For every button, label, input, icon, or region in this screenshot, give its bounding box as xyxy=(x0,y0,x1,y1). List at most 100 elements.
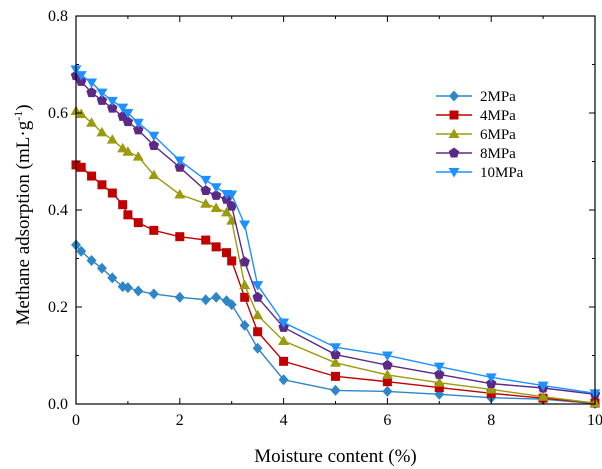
series-6MPa xyxy=(70,105,601,408)
data-point-8MPa xyxy=(252,291,263,302)
data-point-4MPa xyxy=(240,292,250,302)
y-axis-title: Methane adsorption (mL·g-1) xyxy=(11,104,34,325)
data-point-10MPa xyxy=(200,175,212,186)
data-point-4MPa xyxy=(175,232,185,242)
data-point-2MPa xyxy=(278,374,289,386)
data-point-2MPa xyxy=(148,288,159,300)
data-point-10MPa xyxy=(537,381,549,392)
data-point-10MPa xyxy=(174,156,186,167)
data-point-6MPa xyxy=(210,202,222,213)
legend-marker xyxy=(449,110,459,120)
y-axis-title-superscript: -1 xyxy=(11,111,25,121)
x-tick-label: 8 xyxy=(487,412,495,429)
data-point-8MPa xyxy=(485,378,497,389)
data-point-8MPa xyxy=(148,140,160,150)
data-point-2MPa xyxy=(382,385,393,397)
data-point-10MPa xyxy=(96,88,108,99)
legend-item-10MPa: 10MPa xyxy=(436,165,524,181)
data-point-8MPa xyxy=(75,75,87,86)
data-point-2MPa xyxy=(226,299,237,311)
legend: 2MPa 4MPa 6MPa 8MPa 10MPa xyxy=(436,89,524,181)
data-point-6MPa xyxy=(433,377,445,387)
data-point-10MPa xyxy=(278,318,290,329)
data-point-2MPa xyxy=(107,272,118,284)
data-point-6MPa xyxy=(278,335,290,345)
data-point-8MPa xyxy=(226,200,237,211)
data-point-10MPa xyxy=(485,373,497,383)
data-point-6MPa xyxy=(239,279,251,290)
data-point-6MPa xyxy=(148,169,160,180)
data-point-6MPa xyxy=(221,206,233,217)
axes-layer: 0 2 4 6 8 10 0.0 0.2 0.4 0.6 0.8 xyxy=(48,8,602,429)
data-point-2MPa xyxy=(133,285,144,297)
data-point-8MPa xyxy=(122,116,134,127)
x-tick-label: 4 xyxy=(280,412,288,429)
data-point-6MPa xyxy=(226,215,238,225)
data-point-2MPa xyxy=(239,319,250,331)
data-point-4MPa xyxy=(97,180,107,190)
x-tick-label: 2 xyxy=(176,412,184,429)
data-point-2MPa xyxy=(174,291,185,303)
data-point-6MPa xyxy=(106,134,118,144)
legend-item-4MPa: 4MPa xyxy=(436,108,516,124)
data-point-6MPa xyxy=(381,369,393,379)
data-point-10MPa xyxy=(381,351,393,361)
data-point-2MPa xyxy=(211,291,222,303)
series-10MPa xyxy=(70,65,601,399)
y-tick-label: 0.0 xyxy=(48,396,68,413)
data-point-6MPa xyxy=(330,357,341,367)
data-point-8MPa xyxy=(434,368,445,379)
data-point-10MPa xyxy=(86,78,98,88)
series-4MPa xyxy=(71,160,600,408)
data-point-4MPa xyxy=(382,377,392,387)
data-point-6MPa xyxy=(252,309,264,320)
data-point-6MPa xyxy=(200,198,212,208)
data-point-10MPa xyxy=(75,71,87,81)
data-point-8MPa xyxy=(174,161,186,172)
data-point-4MPa xyxy=(201,235,211,245)
data-point-10MPa xyxy=(148,131,160,142)
data-point-8MPa xyxy=(96,94,108,105)
series-2MPa xyxy=(71,239,600,410)
data-point-4MPa xyxy=(76,162,86,172)
data-point-10MPa xyxy=(433,362,445,373)
data-point-10MPa xyxy=(117,103,129,114)
legend-label: 8MPa xyxy=(480,146,516,162)
legend-item-6MPa: 6MPa xyxy=(436,127,516,143)
legend-label: 6MPa xyxy=(480,127,516,143)
data-point-8MPa xyxy=(133,124,144,135)
legend-marker xyxy=(448,168,460,178)
x-tick-label: 10 xyxy=(587,412,602,429)
legend-marker xyxy=(449,90,459,102)
data-point-10MPa xyxy=(226,190,238,200)
data-point-8MPa xyxy=(200,185,211,196)
data-point-4MPa xyxy=(434,383,444,393)
data-point-4MPa xyxy=(107,188,117,198)
data-point-6MPa xyxy=(117,142,129,153)
data-point-4MPa xyxy=(123,210,133,220)
x-tick-label: 0 xyxy=(72,412,80,429)
data-point-8MPa xyxy=(86,87,97,98)
data-point-10MPa xyxy=(239,220,251,231)
data-point-2MPa xyxy=(330,384,341,396)
data-point-4MPa xyxy=(149,225,159,235)
legend-item-2MPa: 2MPa xyxy=(436,89,516,105)
data-point-2MPa xyxy=(122,282,133,294)
data-point-8MPa xyxy=(382,359,393,370)
data-point-2MPa xyxy=(96,262,107,274)
legend-label: 10MPa xyxy=(480,165,524,181)
data-point-4MPa xyxy=(253,327,263,337)
data-point-2MPa xyxy=(76,245,87,257)
data-point-4MPa xyxy=(227,256,237,266)
data-point-6MPa xyxy=(86,117,98,127)
legend-label: 4MPa xyxy=(480,108,516,124)
y-tick-label: 0.4 xyxy=(48,202,68,219)
legend-marker xyxy=(448,147,460,158)
data-point-10MPa xyxy=(122,109,134,119)
data-point-4MPa xyxy=(279,356,289,366)
y-axis-title-suffix: ) xyxy=(13,104,34,110)
data-point-6MPa xyxy=(96,126,108,137)
data-point-4MPa xyxy=(118,200,128,210)
data-point-6MPa xyxy=(132,151,144,161)
